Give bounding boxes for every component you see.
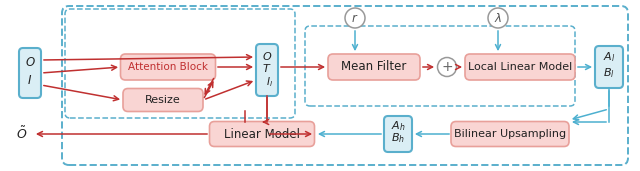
Circle shape <box>438 57 456 76</box>
Circle shape <box>488 8 508 28</box>
Text: $I_l$: $I_l$ <box>266 75 273 89</box>
Text: $O$: $O$ <box>262 50 272 62</box>
Circle shape <box>345 8 365 28</box>
Text: $B_h$: $B_h$ <box>391 131 405 145</box>
Text: $B_l$: $B_l$ <box>603 66 615 80</box>
FancyBboxPatch shape <box>256 44 278 96</box>
Text: $\lambda$: $\lambda$ <box>494 11 502 24</box>
FancyBboxPatch shape <box>465 54 575 80</box>
Text: Resize: Resize <box>145 95 181 105</box>
Text: $T$: $T$ <box>262 62 272 74</box>
Text: Local Linear Model: Local Linear Model <box>468 62 572 72</box>
Text: $O$: $O$ <box>24 56 35 69</box>
Text: Linear Model: Linear Model <box>224 128 300 141</box>
FancyBboxPatch shape <box>19 48 41 98</box>
Text: $A_l$: $A_l$ <box>603 50 615 64</box>
Text: Attention Block: Attention Block <box>128 62 208 72</box>
FancyBboxPatch shape <box>328 54 420 80</box>
Text: $+$: $+$ <box>441 60 453 74</box>
Text: Bilinear Upsampling: Bilinear Upsampling <box>454 129 566 139</box>
FancyBboxPatch shape <box>384 116 412 152</box>
FancyBboxPatch shape <box>595 46 623 88</box>
FancyBboxPatch shape <box>209 122 314 147</box>
Text: $r$: $r$ <box>351 11 358 24</box>
Text: $A_h$: $A_h$ <box>390 119 405 133</box>
FancyBboxPatch shape <box>123 89 203 111</box>
FancyBboxPatch shape <box>120 54 216 80</box>
Text: Mean Filter: Mean Filter <box>341 61 406 74</box>
Text: $\tilde{O}$: $\tilde{O}$ <box>17 126 28 142</box>
FancyBboxPatch shape <box>451 122 569 147</box>
Text: $I$: $I$ <box>28 74 33 87</box>
